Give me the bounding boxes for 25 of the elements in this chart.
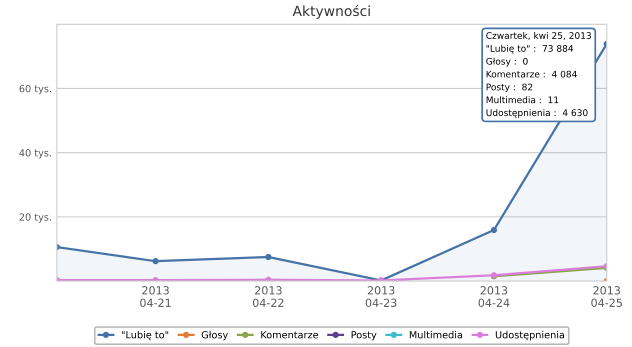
x-tick-label: 2013 04-24 xyxy=(478,286,510,307)
y-tick-label: 60 tys. xyxy=(20,84,51,94)
point xyxy=(152,258,159,264)
legend-label: Komentarze xyxy=(261,331,318,338)
point xyxy=(490,226,498,234)
legend-label: Udostępnienia xyxy=(496,330,564,340)
y-tick-label: 20 tys. xyxy=(20,213,51,223)
legend-label: Głosy xyxy=(202,330,228,340)
annotation: "Lubię to" : 73 884 xyxy=(486,44,574,54)
annotation: Komentarze : 4 084 xyxy=(486,70,577,78)
annotation: Posty : 82 xyxy=(486,84,532,92)
chart-title: Aktywności xyxy=(292,4,370,19)
annotation: Czwartek, kwi 25, 2013 xyxy=(486,32,591,40)
x-tick-label: 2013 04-22 xyxy=(252,286,284,307)
legend-label: "Lubię to" xyxy=(122,330,168,340)
legend-label: Posty xyxy=(352,331,376,340)
point xyxy=(265,254,272,260)
legend-label: Multimedia xyxy=(410,330,462,338)
x-tick-label: 2013 04-25 xyxy=(591,286,622,307)
y-tick-label: 40 tys. xyxy=(19,149,51,158)
annotation: Multimedia : 11 xyxy=(486,96,558,104)
x-tick-label: 2013 04-21 xyxy=(140,286,171,307)
annotation: Głosy : 0 xyxy=(486,58,528,66)
annotation: Udostępnienia : 4 630 xyxy=(486,109,588,118)
x-tick-label: 2013 04-23 xyxy=(366,286,396,307)
